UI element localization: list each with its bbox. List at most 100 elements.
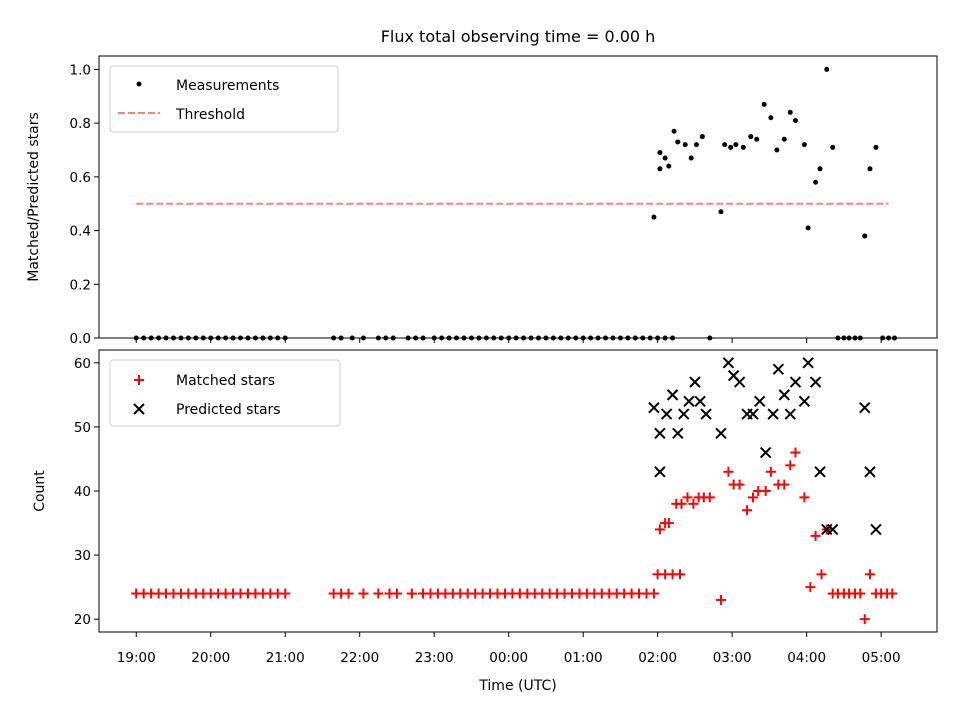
- measurement-point: [413, 335, 419, 341]
- measurement-point: [454, 335, 460, 341]
- matched-star-point: [760, 486, 771, 496]
- measurement-point: [215, 335, 221, 341]
- x-tick-label: 04:00: [787, 650, 826, 666]
- measurement-point: [610, 335, 616, 341]
- matched-star-point: [654, 524, 665, 535]
- measurement-point: [787, 109, 793, 115]
- measurement-point: [813, 179, 819, 185]
- measurement-point: [835, 335, 841, 341]
- measurement-point: [491, 335, 497, 341]
- predicted-star-point: [798, 395, 811, 407]
- legend-measurements-marker: [136, 81, 142, 87]
- measurement-point: [867, 166, 873, 172]
- measurement-point: [275, 335, 281, 341]
- matched-star-point: [663, 518, 674, 529]
- measurement-point: [662, 335, 668, 341]
- x-tick-label: 20:00: [191, 650, 230, 666]
- measurement-point: [483, 335, 489, 341]
- matched-star-point: [373, 588, 384, 599]
- measurement-point: [580, 335, 586, 341]
- measurement-point: [156, 335, 162, 341]
- measurement-points: [133, 66, 898, 341]
- predicted-star-point: [747, 408, 759, 420]
- y-tick-label: 40: [74, 484, 91, 500]
- measurement-point: [824, 66, 830, 72]
- predicted-star-point: [694, 395, 706, 407]
- measurement-point: [805, 225, 811, 231]
- measurement-point: [841, 335, 847, 341]
- y-tick-label: 0.2: [70, 277, 91, 293]
- measurement-point: [238, 335, 244, 341]
- measurement-point: [662, 155, 668, 161]
- measurement-point: [728, 144, 734, 150]
- legend-matched-marker: [134, 375, 144, 385]
- predicted-star-point: [767, 408, 779, 420]
- y-tick-label: 60: [74, 356, 91, 372]
- measurement-point: [338, 335, 344, 341]
- measurement-point: [699, 134, 705, 140]
- bottom-x-ticks: 19:00 20:00 21:00 22:00 23:00 00:00 01:00 02:00…: [117, 632, 901, 666]
- measurement-point: [852, 335, 858, 341]
- measurement-point: [163, 335, 169, 341]
- measurement-point: [461, 335, 467, 341]
- predicted-star-point: [809, 376, 822, 388]
- matched-star-point: [704, 492, 715, 503]
- measurement-point: [718, 209, 724, 215]
- predicted-star-point: [666, 389, 679, 401]
- measurement-point: [862, 233, 868, 239]
- predicted-star-point: [864, 466, 876, 478]
- predicted-star-point: [778, 389, 791, 401]
- measurement-point: [200, 335, 206, 341]
- matched-star-point: [343, 588, 354, 599]
- x-tick-label: 03:00: [713, 650, 752, 666]
- measurement-point: [886, 335, 892, 341]
- measurement-point: [331, 335, 337, 341]
- predicted-star-point: [672, 427, 684, 440]
- measurement-point: [252, 335, 258, 341]
- top-legend-box: [109, 65, 339, 133]
- measurement-point: [722, 142, 728, 148]
- predicted-star-point: [754, 395, 766, 407]
- legend-predicted-marker: [133, 403, 145, 415]
- matched-star-point: [723, 466, 734, 477]
- top-y-ticks: 0.0 0.2 0.4 0.6 0.8 1.0: [70, 62, 99, 347]
- measurement-point: [573, 335, 579, 341]
- measurement-point: [431, 335, 437, 341]
- measurement-point: [682, 142, 688, 148]
- measurement-point: [420, 335, 426, 341]
- measurement-point: [193, 335, 199, 341]
- measurement-point: [565, 335, 571, 341]
- matched-star-point: [676, 498, 687, 509]
- measurement-point: [390, 335, 396, 341]
- matched-star-point: [779, 479, 790, 490]
- measurement-point: [846, 335, 852, 341]
- measurement-point: [707, 335, 713, 341]
- measurement-point: [528, 335, 534, 341]
- bottom-y-ticks: 20 30 40 50 60: [74, 356, 99, 628]
- measurement-point: [675, 139, 681, 145]
- measurement-point: [282, 335, 288, 341]
- chart-title: Flux total observing time = 0.00 h: [381, 27, 656, 46]
- measurement-point: [521, 335, 527, 341]
- matched-star-point: [406, 588, 417, 599]
- matched-star-point: [358, 588, 369, 599]
- matched-star-point: [675, 569, 686, 580]
- predicted-star-point: [814, 466, 826, 478]
- x-tick-label: 23:00: [415, 650, 454, 666]
- x-tick-label: 21:00: [266, 650, 305, 666]
- measurement-point: [506, 335, 512, 341]
- measurement-point: [208, 335, 214, 341]
- measurement-point: [360, 335, 366, 341]
- measurement-point: [625, 335, 631, 341]
- measurement-point: [768, 115, 774, 121]
- count-points: [131, 357, 898, 625]
- matched-star-point: [682, 492, 693, 503]
- matched-star-point: [859, 614, 870, 625]
- measurement-point: [617, 335, 623, 341]
- y-tick-label: 1.0: [70, 62, 91, 78]
- measurement-point: [774, 147, 780, 153]
- measurement-point: [781, 136, 787, 142]
- matched-star-point: [799, 492, 810, 503]
- predicted-star-point: [759, 446, 772, 459]
- predicted-star-point: [660, 408, 673, 420]
